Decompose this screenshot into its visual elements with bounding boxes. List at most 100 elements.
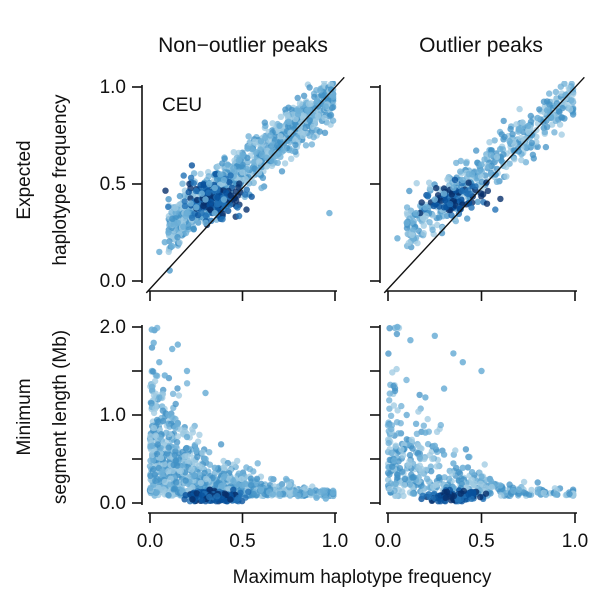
data-point [147, 443, 154, 450]
data-point [239, 482, 246, 489]
data-point [148, 326, 155, 333]
data-point [196, 431, 203, 438]
data-point [415, 408, 422, 415]
data-point [183, 433, 191, 441]
data-point [211, 209, 218, 217]
data-point [154, 441, 161, 448]
y-label-bottom-line2: segment length (Mb) [50, 330, 71, 504]
data-point [292, 115, 299, 123]
data-point [188, 466, 195, 473]
data-point [510, 487, 517, 494]
data-point [408, 231, 416, 239]
data-point [386, 325, 393, 332]
data-point [317, 87, 324, 94]
data-point [322, 495, 329, 502]
data-point [174, 234, 181, 241]
data-point [281, 160, 289, 167]
data-point [459, 464, 466, 471]
y-tick-label: 1.0 [100, 77, 126, 98]
data-point [426, 179, 433, 186]
data-point [464, 187, 472, 194]
data-point [302, 485, 309, 492]
data-point [195, 462, 203, 470]
data-point [220, 196, 228, 203]
point-cloud [394, 81, 577, 251]
data-point [395, 430, 402, 437]
data-point [547, 114, 554, 122]
data-point [148, 451, 156, 459]
data-point [436, 214, 443, 221]
data-point [244, 154, 251, 162]
data-point [227, 192, 234, 199]
data-point [506, 138, 513, 145]
data-point [150, 339, 157, 346]
data-point [172, 209, 179, 217]
data-point [400, 452, 407, 459]
panel-top-left: 0.0 0.5 1.0 CEU [100, 69, 345, 301]
data-point [200, 182, 207, 189]
data-point [184, 452, 191, 460]
data-point [187, 200, 194, 207]
data-point [148, 344, 156, 351]
data-point [153, 489, 160, 497]
data-point [397, 420, 404, 427]
data-point [248, 145, 255, 153]
data-point [431, 196, 438, 203]
data-point [165, 248, 172, 256]
data-point [464, 215, 471, 222]
data-point [172, 400, 179, 408]
data-point [426, 494, 433, 501]
data-point [534, 489, 541, 496]
data-point [219, 160, 226, 167]
x-tick-label: 1.0 [322, 531, 348, 552]
reference-line [145, 76, 345, 294]
data-point [197, 170, 204, 178]
x-tick-label: 0.5 [468, 531, 494, 552]
data-point [186, 458, 193, 465]
data-point [403, 209, 411, 217]
data-point [426, 184, 434, 192]
data-point [478, 473, 485, 480]
data-point [150, 424, 158, 432]
data-point [259, 174, 267, 181]
data-point [560, 97, 567, 105]
data-point [477, 190, 485, 197]
data-point [206, 180, 213, 188]
data-point [177, 467, 184, 475]
data-point [147, 484, 154, 491]
data-point [497, 482, 504, 489]
data-point [390, 402, 398, 409]
data-point [289, 147, 296, 154]
data-point [242, 191, 249, 198]
data-point [448, 470, 456, 477]
data-point [153, 416, 161, 424]
column-title-right: Outlier peaks [419, 34, 543, 57]
data-point [484, 187, 492, 195]
data-point [542, 143, 550, 151]
data-point [483, 200, 491, 207]
data-point [419, 492, 426, 499]
data-point [318, 69, 324, 75]
data-point [500, 151, 507, 158]
data-point [523, 143, 530, 150]
y-label-top-line1: Expected [14, 140, 35, 219]
data-point [437, 421, 444, 429]
data-point [245, 488, 252, 495]
x-tick-label: 0.0 [137, 531, 163, 552]
data-point [478, 161, 485, 168]
data-point [488, 483, 495, 491]
data-point [557, 83, 564, 90]
data-point [509, 131, 516, 138]
data-point [445, 174, 452, 182]
data-point [387, 480, 394, 487]
data-point [420, 422, 427, 429]
data-point [205, 173, 212, 180]
data-point [434, 221, 441, 229]
data-point [227, 496, 234, 503]
data-point [222, 189, 230, 196]
data-point [297, 129, 304, 136]
data-point [191, 472, 198, 479]
data-point [463, 160, 470, 167]
data-point [282, 106, 289, 113]
data-point [169, 467, 176, 475]
